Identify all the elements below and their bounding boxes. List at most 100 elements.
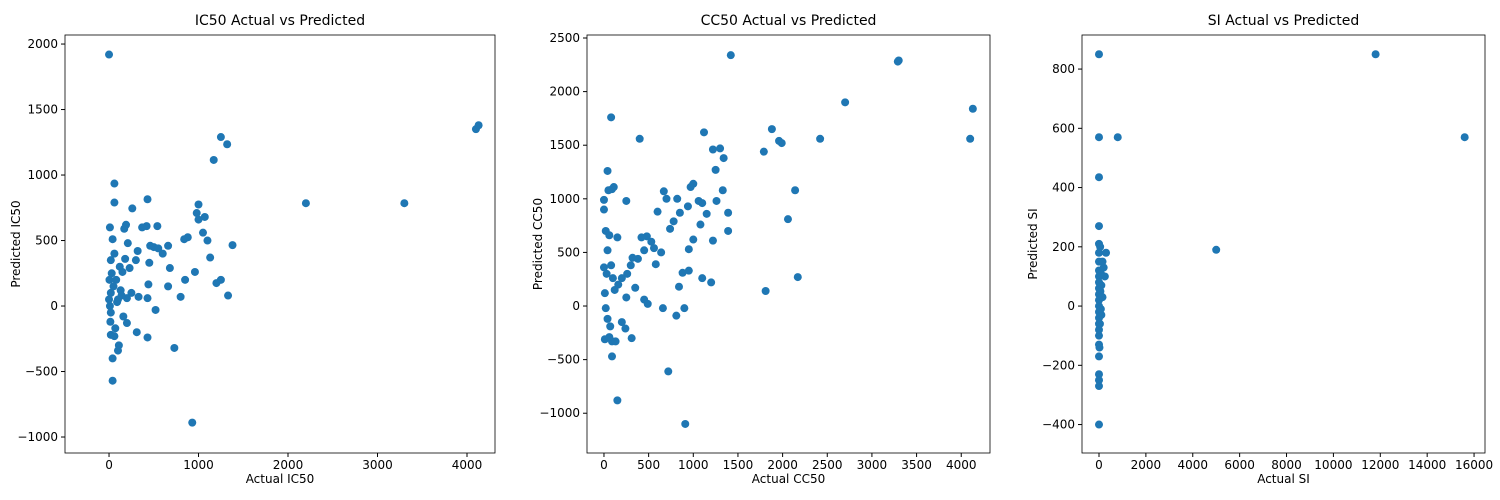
y-tick-label: 600 <box>1052 121 1075 135</box>
scatter-point <box>121 254 130 263</box>
x-tick-label: 4000 <box>1177 458 1208 472</box>
scatter-point <box>653 207 662 216</box>
scatter-point <box>675 208 684 217</box>
x-tick-label: 0 <box>600 458 608 472</box>
plot-frame <box>1081 34 1486 454</box>
scatter-point <box>1097 310 1106 319</box>
scatter-point <box>143 333 152 342</box>
scatter-point <box>203 236 212 245</box>
scatter-point <box>1096 242 1105 251</box>
scatter-point <box>117 291 126 300</box>
scatter-point <box>128 204 137 213</box>
scatter-point <box>107 269 116 278</box>
scatter-point <box>109 282 118 291</box>
scatter-point <box>1094 248 1103 257</box>
plot-frame <box>586 34 991 454</box>
scatter-point <box>712 196 721 205</box>
scatter-point <box>617 274 626 283</box>
scatter-point <box>607 113 616 122</box>
chart-title: CC50 Actual vs Predicted <box>701 13 877 29</box>
y-axis-label: Predicted SI <box>1026 208 1040 279</box>
scatter-point <box>610 285 619 294</box>
scatter-point <box>1097 281 1106 290</box>
y-tick-label: 800 <box>1052 62 1075 76</box>
scatter-point <box>791 186 800 195</box>
scatter-point <box>1094 50 1103 59</box>
scatter-point <box>608 274 617 283</box>
y-tick-label: 200 <box>1052 240 1075 254</box>
y-tick-label: −1000 <box>17 430 58 444</box>
scatter-point <box>1094 370 1103 379</box>
scatter-point <box>606 322 615 331</box>
scatter-point <box>1098 257 1107 266</box>
scatter-point <box>1099 263 1108 272</box>
scatter-point <box>138 223 147 232</box>
scatter-point <box>105 223 114 232</box>
scatter-point <box>1096 305 1105 314</box>
scatter-point <box>600 289 609 298</box>
scatter-point <box>132 328 141 337</box>
scatter-point <box>696 220 705 229</box>
y-tick-label: 1000 <box>27 168 58 182</box>
scatter-point <box>106 317 115 326</box>
scatter-point <box>110 198 119 207</box>
scatter-point <box>134 292 143 301</box>
scatter-point <box>669 217 678 226</box>
scatter-point <box>966 134 975 143</box>
scatter-point <box>158 249 167 258</box>
scatter-point <box>110 179 119 188</box>
scatter-point <box>599 195 608 204</box>
scatter-point <box>105 295 114 304</box>
scatter-point <box>708 145 717 154</box>
scatter-point <box>622 196 631 205</box>
scatter-point <box>603 314 612 323</box>
scatter-point <box>777 139 786 148</box>
scatter-point <box>110 249 119 258</box>
scatter-point <box>170 343 179 352</box>
scatter-point <box>609 183 618 192</box>
scatter-point <box>1371 50 1380 59</box>
scatter-point <box>674 282 683 291</box>
y-tick-label: 0 <box>572 299 580 313</box>
scatter-point <box>711 165 720 174</box>
x-tick-label: 1500 <box>723 458 754 472</box>
scatter-point <box>125 264 134 273</box>
y-tick-label: 2000 <box>549 85 580 99</box>
scatter-point <box>601 304 610 313</box>
scatter-point <box>105 275 114 284</box>
scatter-point <box>216 133 225 142</box>
scatter-point <box>228 241 237 250</box>
scatter-point <box>605 333 614 342</box>
scatter-point <box>118 267 127 276</box>
x-tick-label: 4000 <box>452 458 483 472</box>
x-tick-label: 16000 <box>1455 458 1493 472</box>
y-tick-label: 2000 <box>27 37 58 51</box>
scatter-point <box>1094 133 1103 142</box>
scatter-point <box>617 318 626 327</box>
x-tick-label: 1000 <box>678 458 709 472</box>
y-tick-label: −500 <box>25 365 58 379</box>
scatter-point <box>716 144 725 153</box>
scatter-point <box>176 292 185 301</box>
scatter-point <box>1095 319 1104 328</box>
x-tick-label: 2000 <box>767 458 798 472</box>
scatter-point <box>628 253 637 262</box>
scatter-point <box>180 235 189 244</box>
scatter-point <box>681 419 690 428</box>
scatter-point <box>599 205 608 214</box>
scatter-point <box>603 246 612 255</box>
scatter-point <box>192 209 201 218</box>
scatter-point <box>613 396 622 405</box>
scatter-point <box>120 224 129 233</box>
scatter-point <box>108 376 117 385</box>
y-tick-label: 1000 <box>549 192 580 206</box>
scatter-point <box>110 332 119 341</box>
y-tick-label: −1000 <box>539 406 580 420</box>
scatter-point <box>607 261 616 270</box>
scatter-point <box>212 279 221 288</box>
scatter-point <box>145 258 154 267</box>
y-tick-label: 2500 <box>549 31 580 45</box>
scatter-point <box>1098 293 1107 302</box>
x-tick-label: 3000 <box>857 458 888 472</box>
scatter-point <box>680 304 689 313</box>
